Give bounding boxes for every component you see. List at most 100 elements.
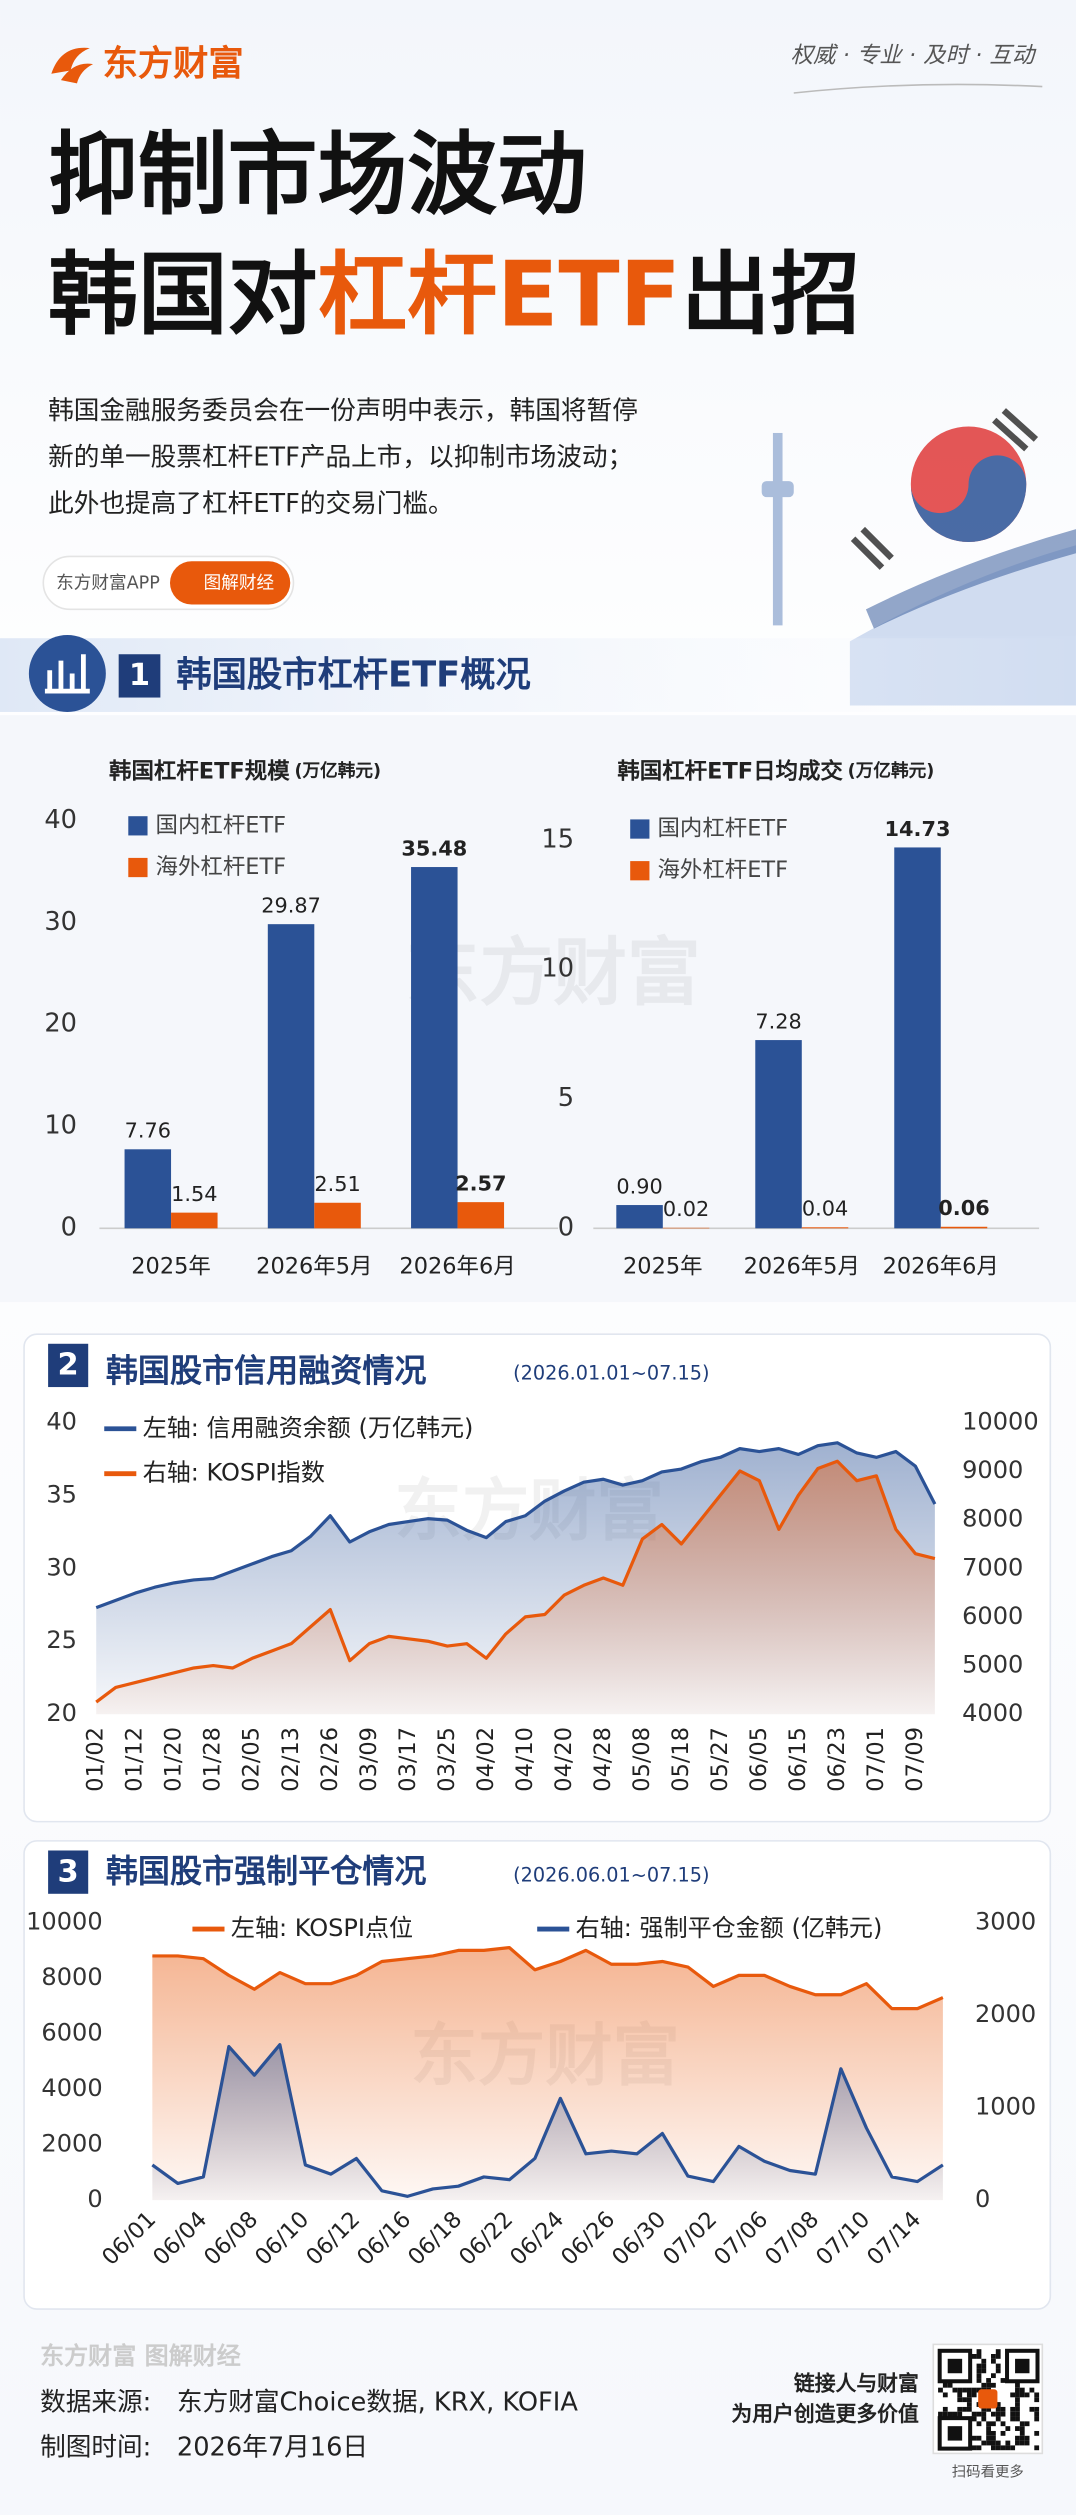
legend-swatch: [630, 861, 650, 881]
qr-module: [1015, 2402, 1020, 2407]
qr-module: [942, 2406, 948, 2412]
qr-module: [995, 2416, 1001, 2422]
badge-app: 东方财富APP: [56, 573, 160, 594]
area: [96, 1461, 935, 1715]
area: [152, 2044, 943, 2201]
y-tick-label: 25: [46, 1626, 77, 1654]
qr-module: [942, 2382, 948, 2388]
qr-module: [991, 2421, 996, 2427]
qr-module: [971, 2411, 977, 2417]
y-tick-label: 10: [44, 1110, 77, 1140]
chart-title: 韩国杠杆ETF日均成交 (万亿韩元): [617, 757, 934, 784]
qr-module: [976, 2349, 982, 2355]
qr-module: [991, 2382, 996, 2388]
value-label: 7.76: [125, 1119, 171, 1143]
qr-module: [1000, 2378, 1006, 2383]
qr-module: [986, 2440, 992, 2446]
qr-module: [995, 2445, 1001, 2451]
qr-module: [981, 2363, 987, 2369]
x-tick-label: 05/08: [629, 1727, 655, 1792]
bar: [411, 867, 458, 1229]
qr-module: [1015, 2416, 1020, 2422]
tagline: 权威 · 专业 · 及时 · 互动: [791, 43, 1037, 69]
description-line: 此外也提高了杠杆ETF的交易门槛。: [48, 489, 454, 519]
qr-module: [986, 2426, 992, 2431]
x-tick-label: 02/13: [278, 1727, 304, 1792]
section-icon: [28, 635, 106, 712]
x-tick-label: 01/28: [200, 1727, 226, 1792]
qr-module: [976, 2363, 982, 2369]
qr-module: [971, 2354, 977, 2359]
bar: [894, 847, 941, 1229]
qr-module: [957, 2397, 963, 2403]
x-tick-label: 03/25: [434, 1727, 460, 1792]
y-tick-label: 40: [44, 805, 77, 835]
section-number-box: [48, 1850, 89, 1894]
qr-module: [995, 2368, 1001, 2374]
x-tick-label: 2026年5月: [256, 1253, 372, 1279]
qr-module: [957, 2387, 963, 2393]
y2-tick-label: 4000: [962, 1699, 1023, 1727]
y2-tick-label: 8000: [962, 1505, 1023, 1533]
qr-module: [981, 2406, 987, 2412]
value-label: 35.48: [401, 836, 467, 860]
qr-module: [1019, 2430, 1025, 2436]
qr-module: [976, 2368, 982, 2374]
qr-module: [962, 2387, 967, 2393]
legend-label: 国内杠杆ETF: [156, 812, 287, 838]
qr-module: [1000, 2421, 1006, 2427]
bar: [616, 1205, 663, 1229]
qr-module: [1015, 2411, 1020, 2417]
qr-module: [991, 2445, 996, 2451]
qr-module: [1034, 2411, 1040, 2417]
qr-module: [947, 2411, 953, 2417]
x-tick-label: 01/20: [161, 1727, 187, 1792]
description-line: 韩国金融服务委员会在一份声明中表示，韩国将暂停: [48, 396, 638, 426]
qr-module: [1019, 2392, 1025, 2398]
section-number: 3: [58, 1854, 79, 1889]
y-tick-label: 0: [558, 1212, 574, 1242]
qr-module: [1005, 2445, 1011, 2451]
qr-module: [1019, 2387, 1025, 2393]
qr-module: [1019, 2435, 1025, 2441]
y-tick-label: 5: [558, 1083, 574, 1113]
x-tick-label: 01/02: [83, 1727, 109, 1792]
footer-source: 数据来源: 东方财富Choice数据, KRX, KOFIA: [40, 2388, 578, 2418]
x-tick-label: 2025年: [623, 1253, 703, 1279]
qr-module: [981, 2382, 987, 2388]
chart-title: 韩国杠杆ETF规模 (万亿韩元): [109, 757, 381, 784]
bar: [940, 1226, 988, 1229]
legend-swatch: [128, 816, 148, 836]
value-label: 1.54: [171, 1182, 217, 1206]
qr-module: [981, 2358, 987, 2364]
qr-module: [1015, 2435, 1020, 2441]
qr-module: [981, 2368, 987, 2374]
badge-tag: 图解财经: [204, 573, 275, 594]
y2-tick-label: 3000: [975, 1908, 1036, 1936]
legend-swatch: [630, 819, 650, 839]
y-tick-label: 35: [46, 1480, 77, 1508]
tagline-stroke: [793, 83, 1043, 94]
qr-module: [1024, 2421, 1030, 2427]
qr-module: [942, 2411, 948, 2417]
qr-module: [1015, 2406, 1020, 2412]
y-tick-label: 15: [541, 824, 574, 854]
x-tick-label: 04/10: [512, 1727, 538, 1792]
value-label: 29.87: [261, 894, 321, 918]
footer-date: 制图时间: 2026年7月16日: [40, 2433, 368, 2463]
y-tick-label: 10000: [26, 1908, 103, 1936]
qr-module: [995, 2363, 1001, 2369]
qr-module: [991, 2430, 996, 2436]
area: [152, 1947, 943, 2201]
qr-module: [957, 2406, 963, 2412]
value-label: 0.90: [616, 1174, 662, 1198]
x-tick-label: 04/28: [590, 1727, 616, 1792]
qr-module: [1019, 2440, 1025, 2446]
qr-module: [1029, 2387, 1035, 2393]
y-tick-label: 40: [46, 1407, 77, 1435]
qr-module: [966, 2392, 972, 2398]
x-tick-label: 05/27: [707, 1727, 733, 1792]
legend-label: 左轴: 信用融资余额 (万亿韩元): [143, 1414, 474, 1442]
qr-module: [962, 2406, 967, 2412]
chart-unit: (万亿韩元): [848, 759, 935, 781]
